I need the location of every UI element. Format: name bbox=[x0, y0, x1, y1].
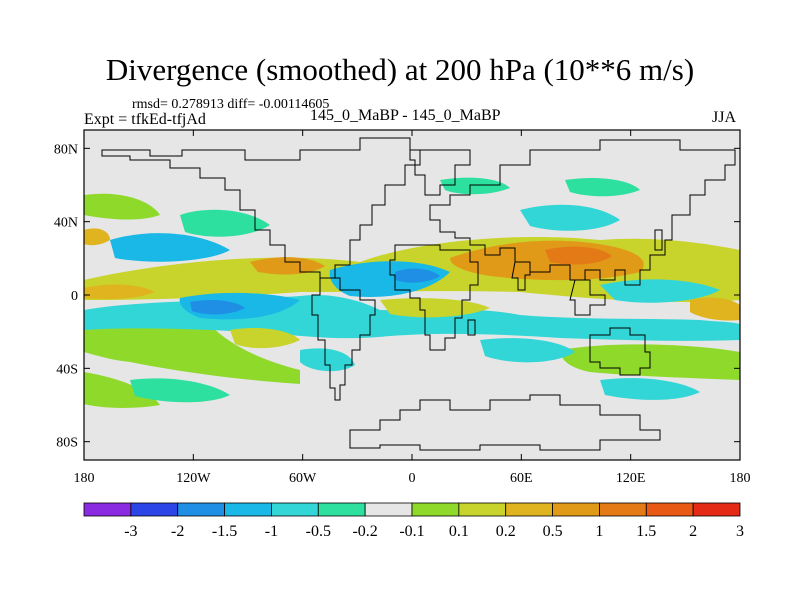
coastlines bbox=[101, 137, 736, 451]
lat-tick-label: 0 bbox=[71, 289, 78, 304]
colorbar-label: -1.5 bbox=[212, 523, 237, 540]
lon-tick-label: 180 bbox=[730, 471, 751, 486]
colorbar-label: 3 bbox=[736, 523, 744, 540]
field-nh-neg4 bbox=[565, 178, 640, 197]
field-nh-green bbox=[84, 193, 160, 220]
colorbar-label: -0.1 bbox=[399, 523, 424, 540]
divergence-field bbox=[84, 177, 740, 408]
coast-madagascar bbox=[467, 319, 476, 336]
field-nh-neg5 bbox=[440, 177, 510, 195]
colorbar-label: 0.5 bbox=[543, 523, 563, 540]
field-pos4 bbox=[84, 284, 155, 300]
plot-title: Divergence (smoothed) at 200 hPa (10**6 … bbox=[105, 52, 695, 87]
rmsd-diff-stats: rmsd= 0.278913 diff= -0.00114605 bbox=[132, 97, 330, 112]
field-pos7 bbox=[690, 297, 740, 321]
colorbar-label: -1 bbox=[265, 523, 278, 540]
experiment-label: Expt = tfkEd-tfjAd bbox=[84, 111, 206, 128]
coast-australia bbox=[589, 327, 651, 376]
colorbar-label: 1 bbox=[595, 523, 603, 540]
coast-south-america bbox=[311, 277, 376, 401]
colorbar-box bbox=[364, 502, 413, 517]
lon-tick-label: 120W bbox=[176, 471, 211, 486]
lat-tick-label: 40S bbox=[56, 362, 78, 377]
colorbar-box bbox=[177, 502, 225, 517]
coast-antarctica bbox=[349, 394, 661, 451]
colorbar-box bbox=[130, 502, 179, 517]
coast-north-america bbox=[101, 137, 421, 279]
coast-se-asia bbox=[569, 279, 606, 316]
field-nh-green2 bbox=[180, 209, 270, 237]
colorbar: -3 -2 -1.5 -1 -0.5 -0.2 -0.1 0.1 0.2 0.5 1 1.5 2 3 bbox=[83, 502, 744, 540]
colorbar-box bbox=[645, 502, 694, 517]
field-pos3 bbox=[250, 257, 325, 275]
colorbar-label: 0.1 bbox=[449, 523, 469, 540]
coast-eurasia bbox=[429, 139, 736, 286]
lat-tick-label: 40N bbox=[54, 216, 78, 231]
colorbar-label: -2 bbox=[171, 523, 184, 540]
colorbar-label: 1.5 bbox=[636, 523, 656, 540]
coast-africa bbox=[389, 244, 479, 351]
field-sh-neg3 bbox=[600, 378, 700, 400]
colorbar-label: -0.2 bbox=[352, 523, 377, 540]
coast-greenland bbox=[409, 149, 471, 196]
axis-ticks: 80N 40N 0 40S 80S 180 120W 60W 0 60E 120E 180 bbox=[54, 130, 751, 486]
field-pos2 bbox=[545, 246, 612, 265]
colorbar-box bbox=[317, 502, 366, 517]
colorbar-box bbox=[224, 502, 272, 517]
lon-tick-label: 0 bbox=[409, 471, 416, 486]
field-pos6 bbox=[84, 228, 110, 246]
colorbar-label: 2 bbox=[689, 523, 697, 540]
field-sh-neg4 bbox=[130, 378, 230, 403]
field-eq-neg5 bbox=[395, 268, 440, 283]
field-eq-neg4 bbox=[190, 300, 245, 315]
field-pos8 bbox=[230, 328, 300, 349]
colorbar-box bbox=[458, 502, 507, 517]
colorbar-label: 0.2 bbox=[496, 523, 516, 540]
colorbar-box bbox=[83, 502, 132, 517]
lat-tick-label: 80N bbox=[54, 142, 78, 157]
colorbar-box bbox=[552, 502, 600, 517]
lon-tick-label: 60W bbox=[289, 471, 317, 486]
colorbar-label: -3 bbox=[124, 523, 137, 540]
coast-japan bbox=[654, 229, 663, 251]
field-nh-neg2 bbox=[520, 204, 620, 231]
colorbar-box bbox=[505, 502, 553, 517]
lat-tick-label: 80S bbox=[56, 436, 78, 451]
lon-tick-label: 60E bbox=[510, 471, 533, 486]
field-sh-neg2 bbox=[480, 338, 575, 363]
season-label: JJA bbox=[712, 109, 737, 126]
field-sh-low bbox=[84, 372, 160, 408]
colorbar-box bbox=[692, 502, 741, 517]
lon-tick-label: 180 bbox=[74, 471, 95, 486]
field-nh-neg bbox=[110, 233, 230, 262]
field-sh-neg bbox=[300, 348, 355, 372]
case-label: 145_0_MaBP - 145_0_MaBP bbox=[310, 107, 501, 124]
colorbar-box bbox=[411, 502, 460, 517]
colorbar-label: -0.5 bbox=[306, 523, 331, 540]
lon-tick-label: 120E bbox=[616, 471, 646, 486]
coast-india bbox=[511, 261, 531, 291]
colorbar-box bbox=[599, 502, 647, 517]
colorbar-box bbox=[271, 502, 319, 517]
field-sh-green bbox=[84, 320, 300, 384]
